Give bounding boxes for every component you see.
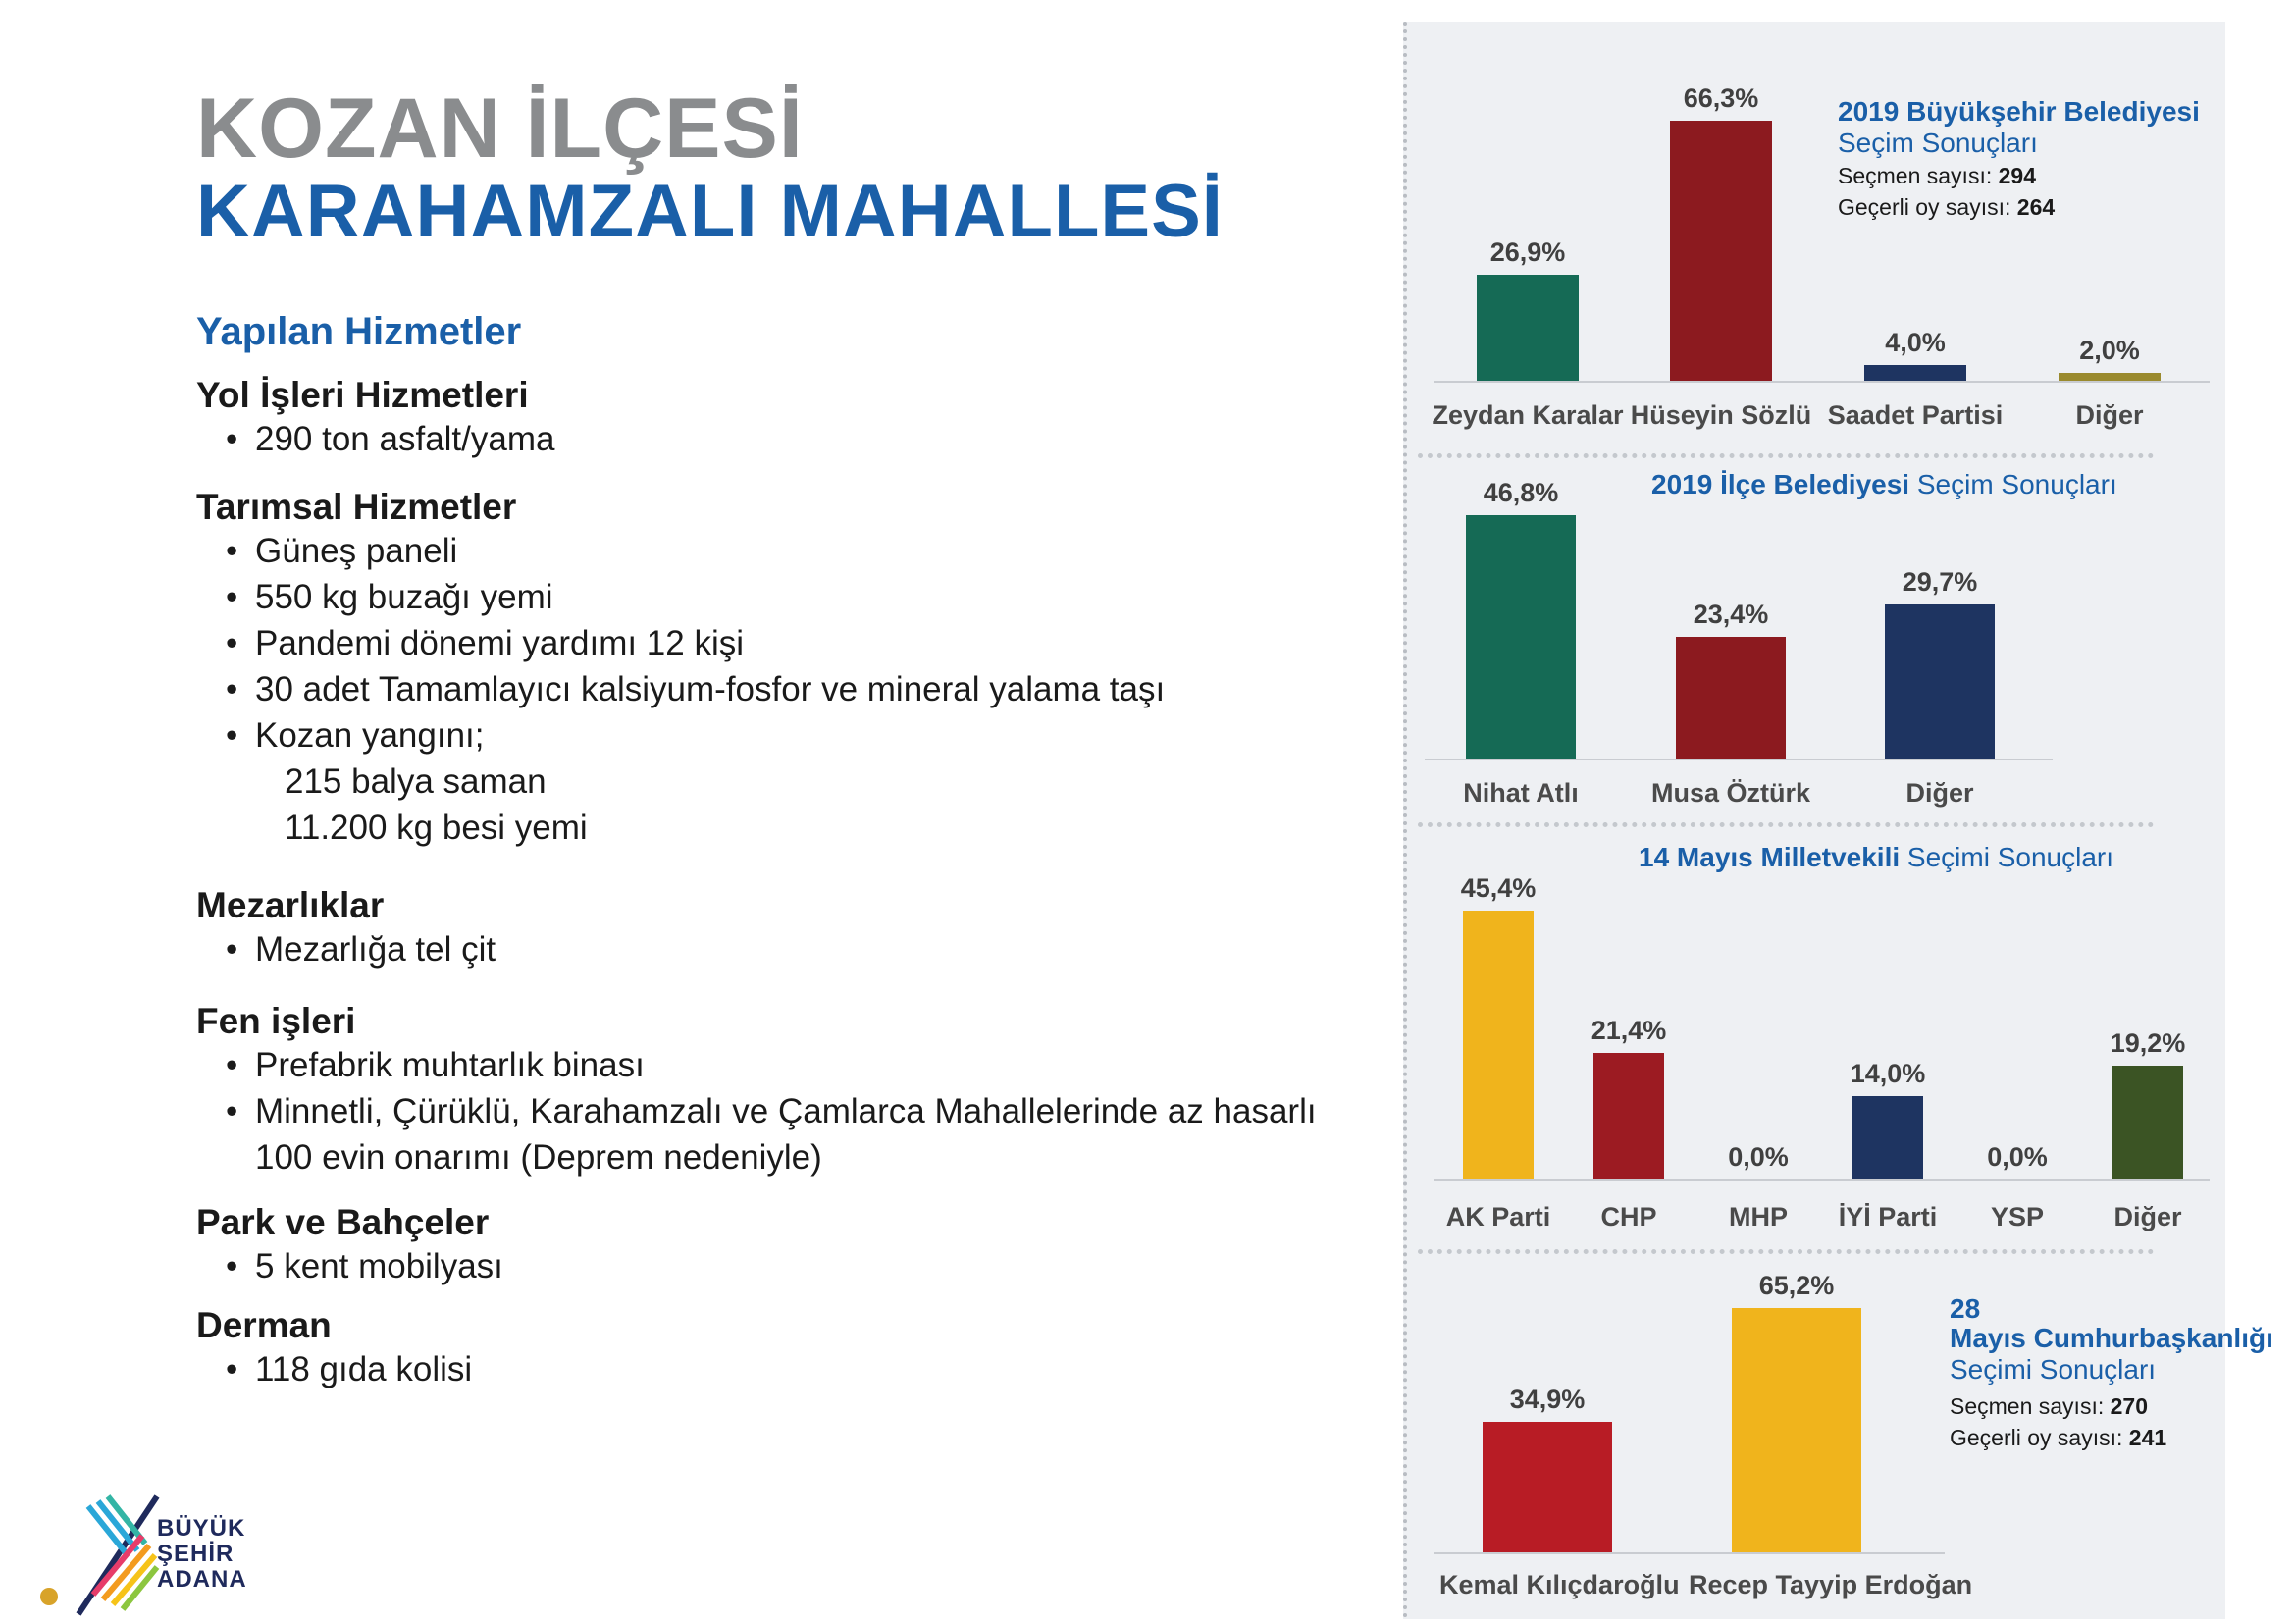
chart-1-title: 2019 Büyükşehir Belediyesi: [1838, 96, 2200, 127]
chart-3-bar: [1593, 1052, 1664, 1179]
chart-4-category-label: Kemal Kılıçdaroğlu: [1439, 1570, 1680, 1599]
chart-2-category-label: Diğer: [1905, 778, 1974, 808]
chart-1-stat-voters: Seçmen sayısı: 294: [1838, 163, 2036, 188]
chart-3-value-label: 45,4%: [1460, 872, 1537, 903]
list-item: 30 adet Tamamlayıcı kalsiyum-fosfor ve m…: [196, 666, 1165, 712]
section-parks: Park ve Bahçeler 5 kent mobilyası: [196, 1202, 503, 1289]
chart-1-category-label: Saadet Partisi: [1827, 400, 2004, 430]
chart-1-category-label: Diğer: [2075, 400, 2144, 430]
logo-text: BÜYÜK ŞEHİR ADANA: [157, 1515, 247, 1593]
chart-4-bar: [1732, 1307, 1861, 1552]
chart-4-stat-voters: Seçmen sayısı: 270: [1950, 1393, 2148, 1419]
section-title: Tarımsal Hizmetler: [196, 487, 517, 527]
chart-2-category-label: Nihat Atlı: [1463, 778, 1579, 808]
section-cemeteries: Mezarlıklar Mezarlığa tel çit: [196, 885, 496, 972]
chart-1-value-label: 2,0%: [2079, 336, 2140, 365]
services-heading: Yapılan Hizmetler: [196, 310, 522, 353]
chart-4-stat-valid: Geçerli oy sayısı: 241: [1950, 1425, 2167, 1450]
section-title: Fen işleri: [196, 1001, 356, 1041]
sub-item: 215 balya saman: [285, 762, 547, 801]
list-item: Minnetli, Çürüklü, Karahamzalı ve Çamlar…: [196, 1088, 1317, 1134]
list-item-continuation: 100 evin onarımı (Deprem nedeniyle): [255, 1138, 822, 1177]
chart-2-bar: [1676, 636, 1786, 759]
divider: [1418, 822, 2154, 827]
chart-3-value-label: 14,0%: [1850, 1059, 1926, 1089]
chart-1-bar: [1670, 120, 1772, 381]
chart-2-value-label: 46,8%: [1483, 477, 1559, 507]
neighborhood-title: KARAHAMZALI MAHALLESİ: [196, 170, 1224, 253]
chart-1-value-label: 66,3%: [1683, 82, 1759, 113]
list-item: Pandemi dönemi yardımı 12 kişi: [196, 620, 1165, 666]
list-item: 5 kent mobilyası: [196, 1243, 503, 1289]
list-item: Prefabrik muhtarlık binası: [196, 1042, 1317, 1088]
chart-4-subtitle: Seçimi Sonuçları: [1950, 1354, 2157, 1385]
emblem-icon: [40, 1588, 58, 1605]
section-derman: Derman 118 gıda kolisi: [196, 1305, 472, 1392]
chart-1-category-label: Zeydan Karalar: [1432, 400, 1624, 430]
chart-1-stat-valid: Geçerli oy sayısı: 264: [1838, 194, 2056, 220]
list-item: Güneş paneli: [196, 528, 1165, 574]
chart-3-bar: [1463, 910, 1534, 1179]
divider: [1418, 453, 2154, 458]
chart-4-title: 28: [1950, 1293, 1981, 1324]
sub-item: 11.200 kg besi yemi: [285, 809, 588, 847]
chart-1-subtitle: Seçim Sonuçları: [1838, 128, 2038, 158]
list-item: Mezarlığa tel çit: [196, 926, 496, 972]
section-agriculture: Tarımsal Hizmetler Güneş paneli 550 kg b…: [196, 487, 1165, 851]
chart-1-bar: [1477, 275, 1579, 381]
chart-3-category-label: Diğer: [2113, 1202, 2182, 1231]
chart-1-value-label: 4,0%: [1885, 328, 1946, 357]
section-title: Yol İşleri Hizmetleri: [196, 375, 529, 415]
chart-1-value-label: 26,9%: [1489, 237, 1566, 268]
chart-3-value-label: 21,4%: [1591, 1015, 1667, 1045]
chart-1-bar: [2059, 373, 2161, 381]
chart-3-category-label: AK Parti: [1445, 1202, 1551, 1231]
list-item: 118 gıda kolisi: [196, 1346, 472, 1392]
list-item: 290 ton asfalt/yama: [196, 416, 554, 462]
chart-3-category-label: YSP: [1990, 1202, 2045, 1231]
buyuksehir-adana-logo: [40, 1494, 160, 1616]
district-title: KOZAN İLÇESİ: [196, 81, 804, 176]
chart-3-value-label: 0,0%: [1728, 1142, 1789, 1172]
chart-3-category-label: İYİ Parti: [1838, 1202, 1938, 1231]
chart-4-value-label: 65,2%: [1758, 1270, 1835, 1300]
section-title: Park ve Bahçeler: [196, 1202, 490, 1242]
section-road-works: Yol İşleri Hizmetleri 290 ton asfalt/yam…: [196, 375, 554, 462]
divider: [1418, 1249, 2154, 1254]
chart-4-category-label: Recep Tayyip Erdoğan: [1689, 1570, 1973, 1599]
chart-3-bar: [2112, 1066, 2183, 1179]
chart-2-baseline: [1425, 759, 2053, 760]
list-item: 550 kg buzağı yemi: [196, 574, 1165, 620]
chart-3-baseline: [1434, 1179, 2210, 1181]
chart-3-value-label: 0,0%: [1987, 1142, 2048, 1172]
chart-3-bar: [1852, 1096, 1923, 1179]
chart-4-baseline: [1434, 1552, 1945, 1554]
section-title: Derman: [196, 1305, 332, 1345]
chart-1-category-label: Hüseyin Sözlü: [1630, 400, 1812, 430]
chart-4-bar: [1483, 1421, 1612, 1552]
chart-2-value-label: 29,7%: [1902, 566, 1978, 597]
chart-1-baseline: [1434, 381, 2210, 383]
chart-2-bar: [1885, 603, 1995, 759]
chart-2-bar: [1466, 514, 1576, 759]
chart-3-category-label: CHP: [1600, 1202, 1657, 1231]
chart-3-category-label: MHP: [1729, 1202, 1788, 1231]
chart-3-title: 14 Mayıs Milletvekili Seçimi Sonuçları: [1639, 842, 2114, 872]
chart-4-title-2: Mayıs Cumhurbaşkanlığı: [1950, 1323, 2273, 1353]
section-title: Mezarlıklar: [196, 885, 385, 925]
chart-1-bar: [1864, 365, 1966, 381]
chart-2-category-label: Musa Öztürk: [1650, 778, 1811, 808]
chart-2-title: 2019 İlçe Belediyesi Seçim Sonuçları: [1651, 469, 2117, 499]
chart-4-value-label: 34,9%: [1509, 1384, 1586, 1414]
chart-2-value-label: 23,4%: [1693, 599, 1769, 629]
section-public-works: Fen işleri Prefabrik muhtarlık binası Mi…: [196, 1001, 1317, 1180]
list-item: Kozan yangını;: [196, 712, 1165, 759]
chart-3-value-label: 19,2%: [2110, 1028, 2186, 1058]
